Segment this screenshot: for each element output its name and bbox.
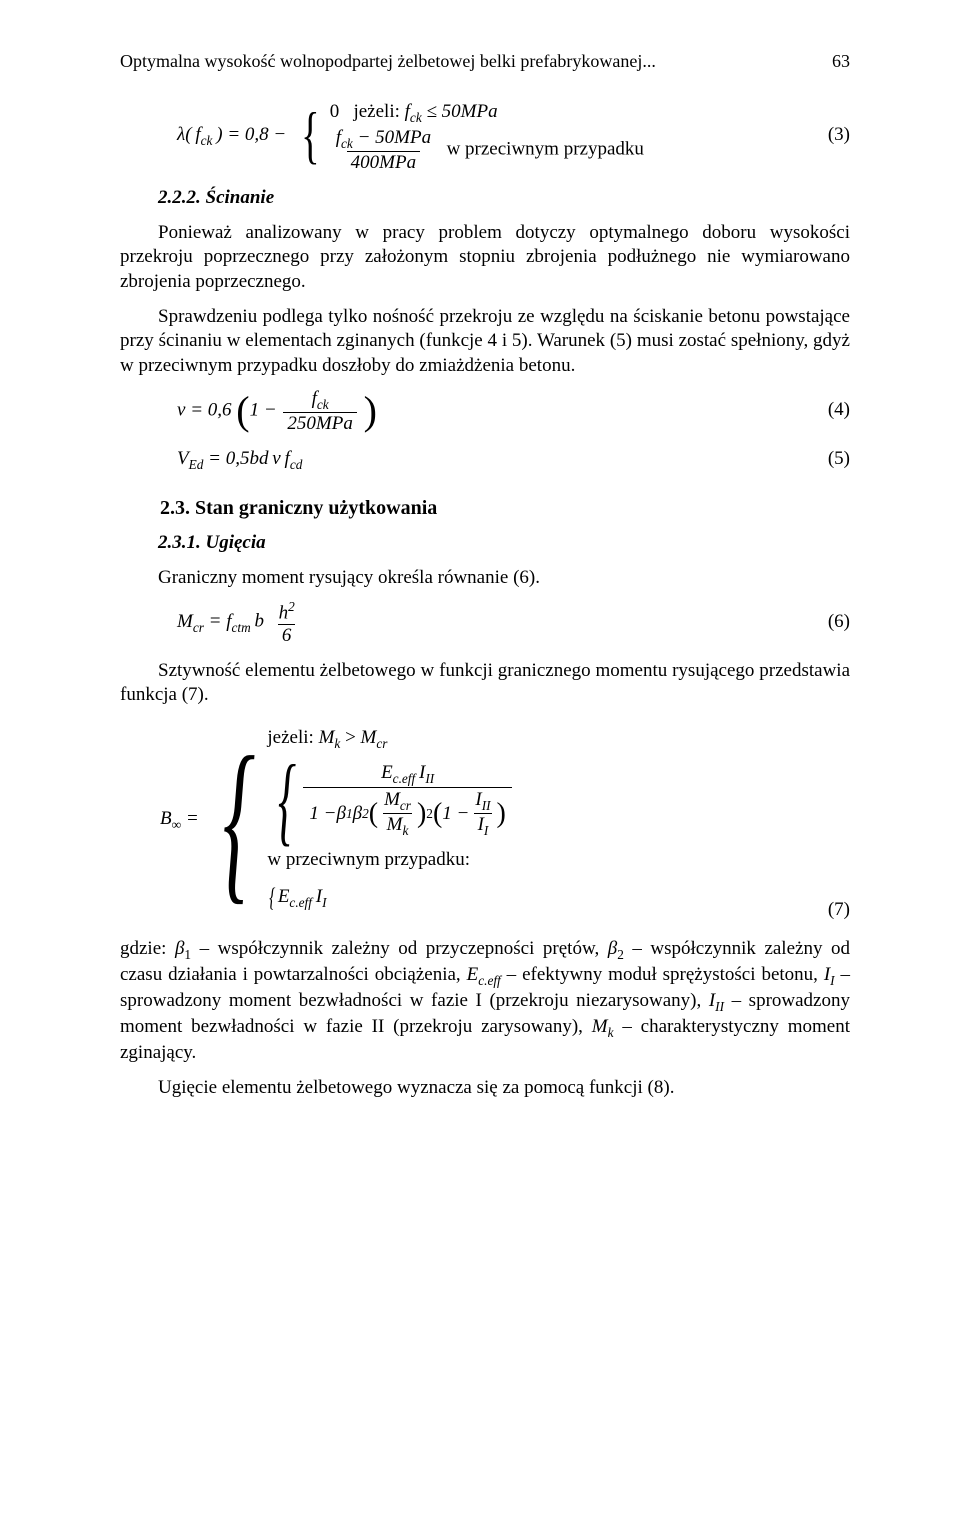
equation-4-number: (4)	[790, 398, 850, 423]
equation-7-number: (7)	[790, 898, 850, 923]
para-after-6: Sztywność elementu żelbetowego w funkcji…	[120, 659, 850, 708]
equation-5: VEd = 0,5bd ν fcd (5)	[120, 447, 850, 473]
equation-5-number: (5)	[790, 447, 850, 472]
para-2-2-2-a: Ponieważ analizowany w pracy problem dot…	[120, 221, 850, 295]
heading-2-3-1: 2.3.1. Ugięcia	[120, 531, 850, 556]
para-after-7: gdzie: β1 – współczynnik zależny od przy…	[120, 937, 850, 1066]
para-last: Ugięcie elementu żelbetowego wyznacza si…	[120, 1076, 850, 1101]
equation-4: ν = 0,6 (1 − fck 250MPa ) (4)	[120, 389, 850, 433]
equation-6-number: (6)	[790, 610, 850, 635]
page-number: 63	[810, 50, 850, 73]
para-2-2-2-b: Sprawdzeniu podlega tylko nośność przekr…	[120, 305, 850, 379]
equation-3-number: (3)	[790, 123, 850, 148]
running-title: Optymalna wysokość wolnopodpartej żelbet…	[120, 50, 656, 73]
page: Optymalna wysokość wolnopodpartej żelbet…	[0, 0, 960, 1180]
running-head: Optymalna wysokość wolnopodpartej żelbet…	[120, 50, 850, 73]
para-2-3-1-a: Graniczny moment rysujący określa równan…	[120, 566, 850, 591]
equation-6: Mcr = fctm b h2 6 (6)	[120, 600, 850, 644]
equation-7: B∞ = { jeżeli: Mk > Mcr { Ec.eff III 1 −…	[120, 718, 850, 923]
heading-2-3: 2.3. Stan graniczny użytkowania	[120, 495, 850, 521]
heading-2-2-2: 2.2.2. Ścinanie	[120, 186, 850, 211]
equation-3: λ( fck ) = 0,8 − { 0 jeżeli: fck ≤ 50MPa…	[120, 99, 850, 172]
